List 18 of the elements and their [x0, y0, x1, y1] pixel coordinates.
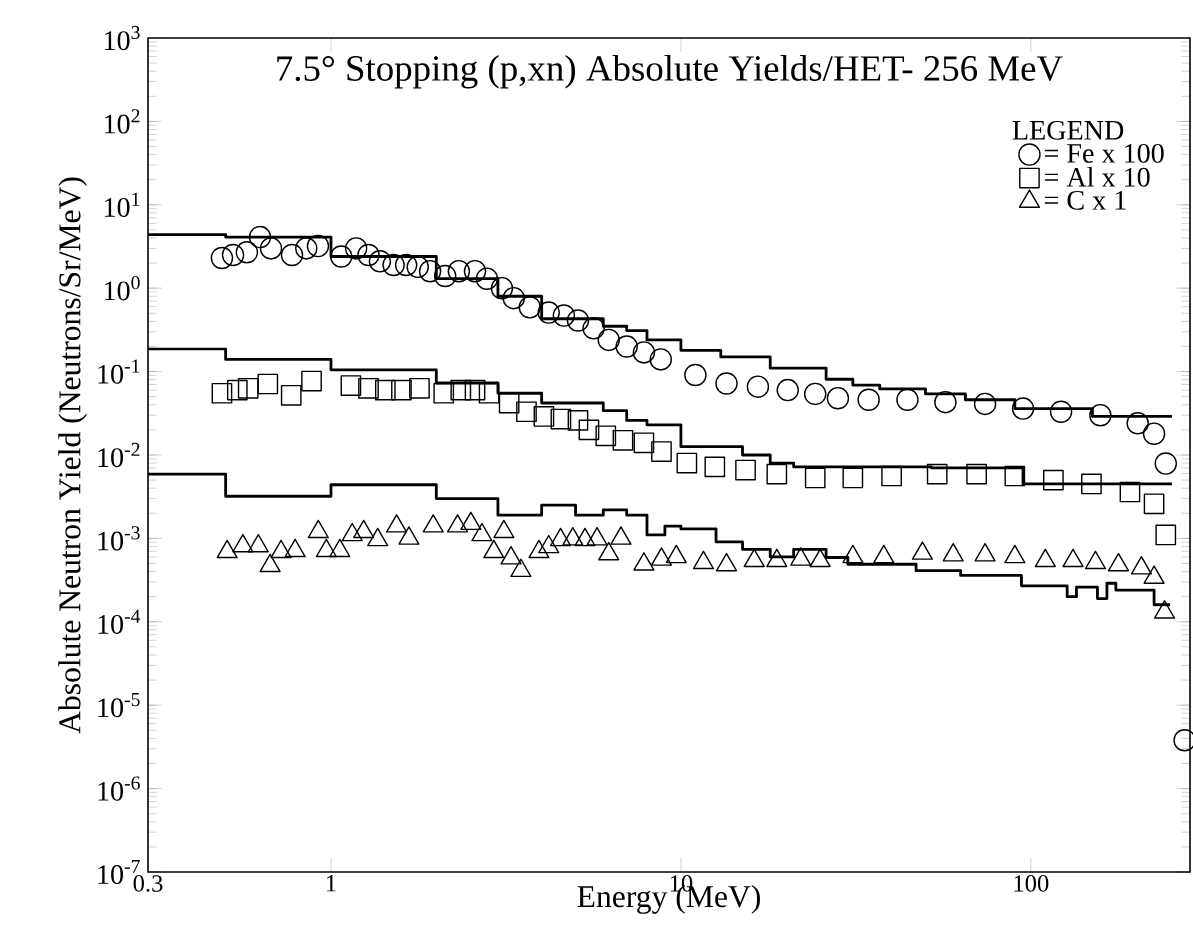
x-tick-label: 1: [326, 875, 336, 892]
y-tick-label: 10$^{-2}$: [98, 442, 140, 468]
y-tick-label: 10$^{-4}$: [98, 609, 141, 634]
y-tick-label: 10$^{-5}$: [98, 693, 140, 718]
y-tick-label: 10$^{-3}$: [98, 526, 140, 551]
legend-label: = Fe x 100: [1044, 143, 1164, 163]
y-axis-title: Absolute Neutron Yield (Neutrons/Sr/MeV): [58, 177, 87, 734]
y-tick-label: 10$^{0}$: [105, 276, 140, 301]
y-tick-label: 10$^{2}$: [105, 109, 140, 134]
y-tick-label: 10$^{-1}$: [98, 359, 140, 384]
y-tick-label: 10$^{3}$: [105, 25, 140, 51]
legend-label: = Al x 10: [1044, 166, 1150, 187]
legend-label: = C x 1: [1044, 190, 1126, 210]
legend-title: LEGEND: [1012, 120, 1124, 140]
y-tick-label: 10$^{-6}$: [98, 776, 140, 801]
chart-title: 7.5° Stopping (p,xn) Absolute Yields/HET- 256 MeV: [277, 54, 1063, 89]
y-tick-label: 10$^{1}$: [105, 192, 140, 217]
x-tick-label: 100: [1014, 875, 1049, 892]
